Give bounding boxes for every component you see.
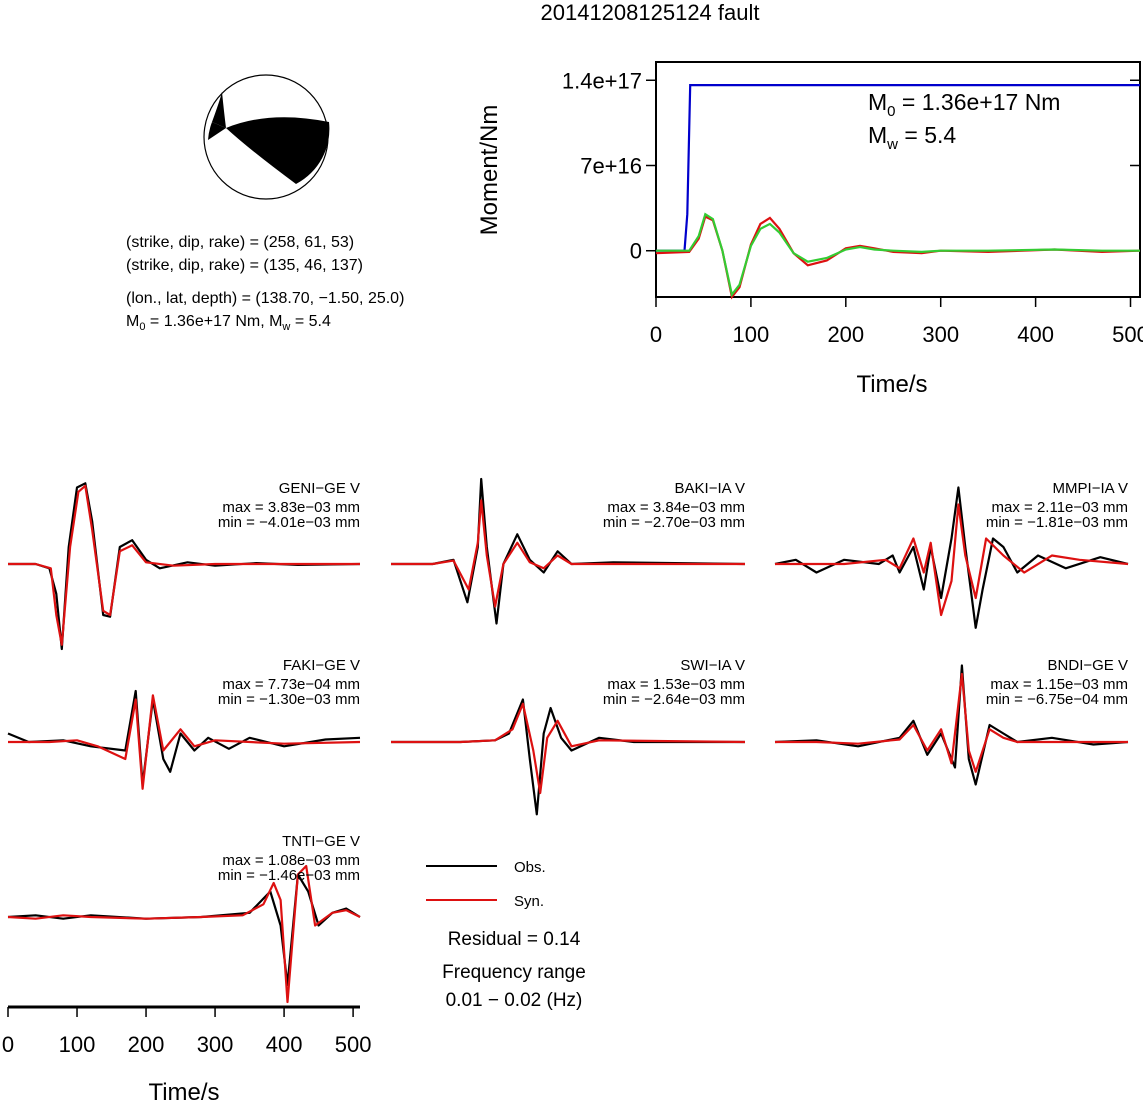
waveform-x-tick-label: 300 bbox=[197, 1032, 234, 1057]
station-min: min = −2.70e−03 mm bbox=[603, 514, 745, 531]
station-min: min = −1.81e−03 mm bbox=[986, 514, 1128, 531]
beachball bbox=[203, 74, 330, 200]
waveform-x-tick-label: 100 bbox=[59, 1032, 96, 1057]
moment-y-tick-label: 7e+16 bbox=[580, 153, 642, 178]
trace-syn-2 bbox=[775, 503, 1129, 617]
moment-series-1 bbox=[655, 215, 1141, 300]
frequency-range-title: Frequency range bbox=[442, 962, 586, 983]
moment-annotation-mw: Mw = 5.4 bbox=[868, 122, 956, 153]
station-name: TNTI−GE V bbox=[282, 833, 360, 850]
station-min: min = −2.64e−03 mm bbox=[603, 691, 745, 708]
moment-y-label: Moment/Nm bbox=[476, 105, 503, 236]
moment-x-tick-label: 400 bbox=[1017, 322, 1054, 347]
station-max: max = 1.08e−03 mm bbox=[222, 852, 360, 869]
station-max: max = 2.11e−03 mm bbox=[992, 499, 1128, 516]
station-min: min = −6.75e−04 mm bbox=[986, 691, 1128, 708]
station-max: max = 7.73e−04 mm bbox=[222, 676, 360, 693]
trace-obs-3 bbox=[7, 689, 361, 786]
station-name: FAKI−GE V bbox=[283, 657, 360, 674]
moment-y-tick-label: 0 bbox=[630, 239, 642, 264]
station-min: min = −1.46e−03 mm bbox=[218, 867, 360, 884]
moment-x-label: Time/s bbox=[856, 371, 927, 398]
moment-x-tick-label: 500 bbox=[1112, 322, 1143, 347]
station-name: BNDI−GE V bbox=[1048, 657, 1128, 674]
trace-obs-4 bbox=[391, 698, 745, 816]
legend-syn-label: Syn. bbox=[514, 893, 544, 910]
moment-x-tick-label: 200 bbox=[827, 322, 864, 347]
station-max: max = 3.84e−03 mm bbox=[607, 499, 745, 516]
station-max: max = 3.83e−03 mm bbox=[222, 499, 360, 516]
waveform-x-tick-label: 200 bbox=[128, 1032, 165, 1057]
legend: Obs. Syn. bbox=[426, 859, 546, 910]
moment-series-2 bbox=[656, 212, 1140, 298]
waveform-x-label: Time/s bbox=[148, 1079, 219, 1103]
beachball-compression bbox=[208, 117, 330, 184]
moment-x-tick-label: 100 bbox=[733, 322, 770, 347]
trace-syn-4 bbox=[391, 702, 746, 795]
hypocenter-line: (lon., lat, depth) = (138.70, −1.50, 25.… bbox=[126, 290, 404, 307]
station-name: MMPI−IA V bbox=[1053, 480, 1128, 497]
legend-obs-label: Obs. bbox=[514, 859, 546, 876]
moment-annotation-m0: M0 = 1.36e+17 Nm bbox=[868, 89, 1060, 120]
station-min: min = −1.30e−03 mm bbox=[218, 691, 360, 708]
station-name: BAKI−IA V bbox=[675, 480, 745, 497]
trace-syn-3 bbox=[8, 694, 361, 790]
moment-y-tick-label: 1.4e+17 bbox=[562, 68, 642, 93]
moment-magnitude-line: M0 = 1.36e+17 Nm, Mw = 5.4 bbox=[126, 313, 331, 333]
residual-text: Residual = 0.14 bbox=[448, 929, 581, 950]
moment-x-tick-label: 0 bbox=[650, 322, 662, 347]
mechanism-plane-1: (strike, dip, rake) = (258, 61, 53) bbox=[126, 234, 354, 251]
waveform-x-tick-label: 0 bbox=[2, 1032, 14, 1057]
moment-x-tick-label: 300 bbox=[922, 322, 959, 347]
station-max: max = 1.53e−03 mm bbox=[607, 676, 745, 693]
frequency-range-value: 0.01 − 0.02 (Hz) bbox=[446, 990, 583, 1011]
figure-title: 20141208125124 fault bbox=[541, 0, 760, 25]
trace-obs-1 bbox=[391, 477, 746, 625]
waveform-x-tick-label: 400 bbox=[266, 1032, 303, 1057]
station-min: min = −4.01e−03 mm bbox=[218, 514, 360, 531]
station-name: GENI−GE V bbox=[279, 480, 360, 497]
trace-syn-5 bbox=[775, 672, 1128, 773]
trace-syn-0 bbox=[8, 484, 360, 646]
trace-syn-1 bbox=[391, 499, 745, 608]
trace-syn-6 bbox=[7, 864, 361, 1004]
mechanism-plane-2: (strike, dip, rake) = (135, 46, 137) bbox=[126, 257, 363, 274]
waveform-x-tick-label: 500 bbox=[335, 1032, 372, 1057]
station-name: SWI−IA V bbox=[680, 657, 745, 674]
moment-plot-frame bbox=[655, 61, 1141, 298]
moment-function-panel: Moment/Nm Time/s M0 = 1.36e+17 Nm Mw = 5… bbox=[476, 61, 1143, 398]
trace-obs-6 bbox=[7, 873, 361, 987]
station-max: max = 1.15e−03 mm bbox=[990, 676, 1128, 693]
